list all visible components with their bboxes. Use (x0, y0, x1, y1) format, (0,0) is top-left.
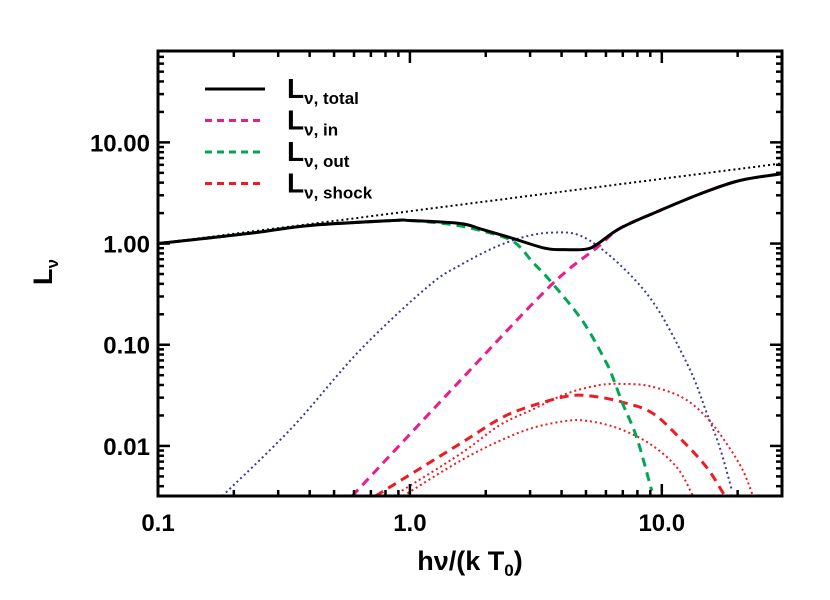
x-tick-label: 10.0 (638, 510, 685, 537)
series-line-3 (374, 393, 727, 496)
legend-label: Lν, shock (287, 168, 373, 203)
legend-item: Lν, out (205, 136, 350, 171)
legend-item: Lν, in (205, 105, 338, 140)
curves (158, 162, 782, 496)
series-line-7 (158, 162, 782, 245)
ticks (156, 49, 784, 496)
series-line-5 (402, 418, 694, 496)
series-line-2 (158, 218, 654, 492)
series-line-0 (158, 172, 782, 252)
y-tick-label: 0.01 (103, 434, 150, 461)
tick-labels: 0.1 1.0 10.0 0.01 0.10 1.00 10.00 (90, 130, 685, 537)
x-tick-label: 0.1 (141, 510, 174, 537)
legend-label: Lν, total (287, 73, 359, 108)
x-axis-label: hν/(k T0) (417, 546, 522, 580)
y-axis-label: Lν (28, 259, 62, 285)
y-tick-label: 1.00 (103, 232, 150, 259)
legend-item: Lν, total (205, 73, 359, 108)
series-line-4 (392, 382, 754, 496)
y-tick-label: 10.00 (90, 130, 150, 157)
y-tick-label: 0.10 (103, 333, 150, 360)
legend-label: Lν, in (287, 105, 338, 140)
x-tick-label: 1.0 (393, 510, 426, 537)
legend-item: Lν, shock (205, 168, 373, 203)
legend-label: Lν, out (287, 136, 350, 171)
plot-frame (156, 49, 784, 498)
